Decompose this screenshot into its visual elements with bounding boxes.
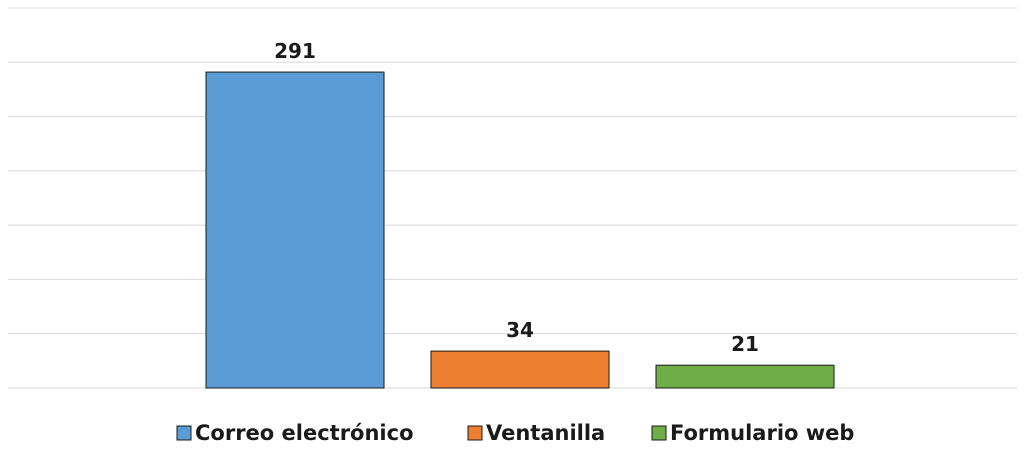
legend-swatch-correo-electronico bbox=[176, 425, 192, 441]
legend-label-ventanilla: Ventanilla bbox=[486, 421, 605, 445]
bars bbox=[205, 71, 835, 389]
gridlines bbox=[8, 7, 1017, 389]
data-label-correo-electronico: 291 bbox=[274, 39, 316, 63]
data-labels: 291 34 21 bbox=[274, 39, 759, 356]
legend-swatch-ventanilla bbox=[467, 425, 483, 441]
bar-correo-electronico bbox=[205, 71, 385, 389]
legend-label-correo-electronico: Correo electrónico bbox=[195, 421, 414, 445]
data-label-formulario-web: 21 bbox=[731, 332, 759, 356]
data-label-ventanilla: 34 bbox=[506, 318, 534, 342]
legend-label-formulario-web: Formulario web bbox=[670, 421, 854, 445]
bar-formulario-web bbox=[655, 364, 835, 389]
legend: Correo electrónico Ventanilla Formulario w… bbox=[176, 421, 854, 445]
bar-ventanilla bbox=[430, 350, 610, 389]
legend-swatch-formulario-web bbox=[651, 425, 667, 441]
